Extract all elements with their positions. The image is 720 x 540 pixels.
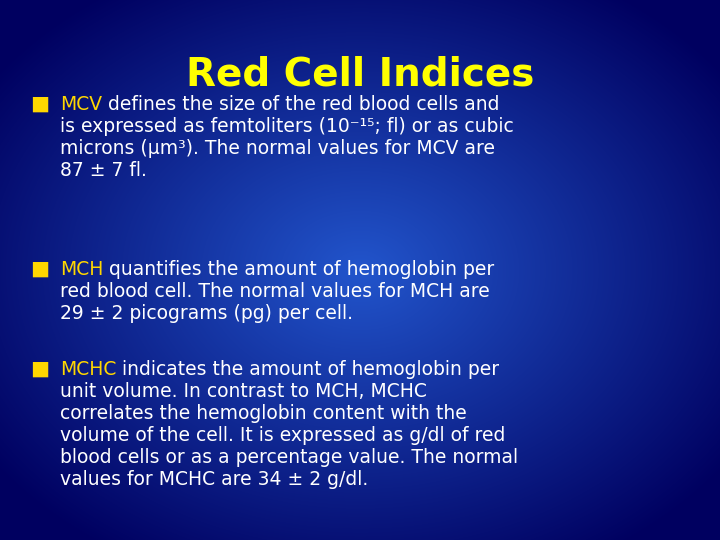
Text: blood cells or as a percentage value. The normal: blood cells or as a percentage value. Th… <box>60 448 518 467</box>
Text: MCHC: MCHC <box>60 360 117 379</box>
Text: Red Cell Indices: Red Cell Indices <box>186 55 534 93</box>
Text: is expressed as femtoliters (10⁻¹⁵; fl) or as cubic: is expressed as femtoliters (10⁻¹⁵; fl) … <box>60 117 514 136</box>
Text: volume of the cell. It is expressed as g/dl of red: volume of the cell. It is expressed as g… <box>60 426 505 445</box>
Text: correlates the hemoglobin content with the: correlates the hemoglobin content with t… <box>60 404 467 423</box>
Text: indicates the amount of hemoglobin per: indicates the amount of hemoglobin per <box>117 360 500 379</box>
Text: MCH: MCH <box>60 260 104 279</box>
Text: 87 ± 7 fl.: 87 ± 7 fl. <box>60 161 147 180</box>
Text: ■: ■ <box>30 95 49 114</box>
Text: 29 ± 2 picograms (pg) per cell.: 29 ± 2 picograms (pg) per cell. <box>60 304 353 323</box>
Text: ■: ■ <box>30 360 49 379</box>
Text: ■: ■ <box>30 260 49 279</box>
Text: microns (μm³). The normal values for MCV are: microns (μm³). The normal values for MCV… <box>60 139 495 158</box>
Text: defines the size of the red blood cells and: defines the size of the red blood cells … <box>102 95 500 114</box>
Text: red blood cell. The normal values for MCH are: red blood cell. The normal values for MC… <box>60 282 490 301</box>
Text: values for MCHC are 34 ± 2 g/dl.: values for MCHC are 34 ± 2 g/dl. <box>60 470 368 489</box>
Text: unit volume. In contrast to MCH, MCHC: unit volume. In contrast to MCH, MCHC <box>60 382 427 401</box>
Text: quantifies the amount of hemoglobin per: quantifies the amount of hemoglobin per <box>104 260 495 279</box>
Text: MCV: MCV <box>60 95 102 114</box>
